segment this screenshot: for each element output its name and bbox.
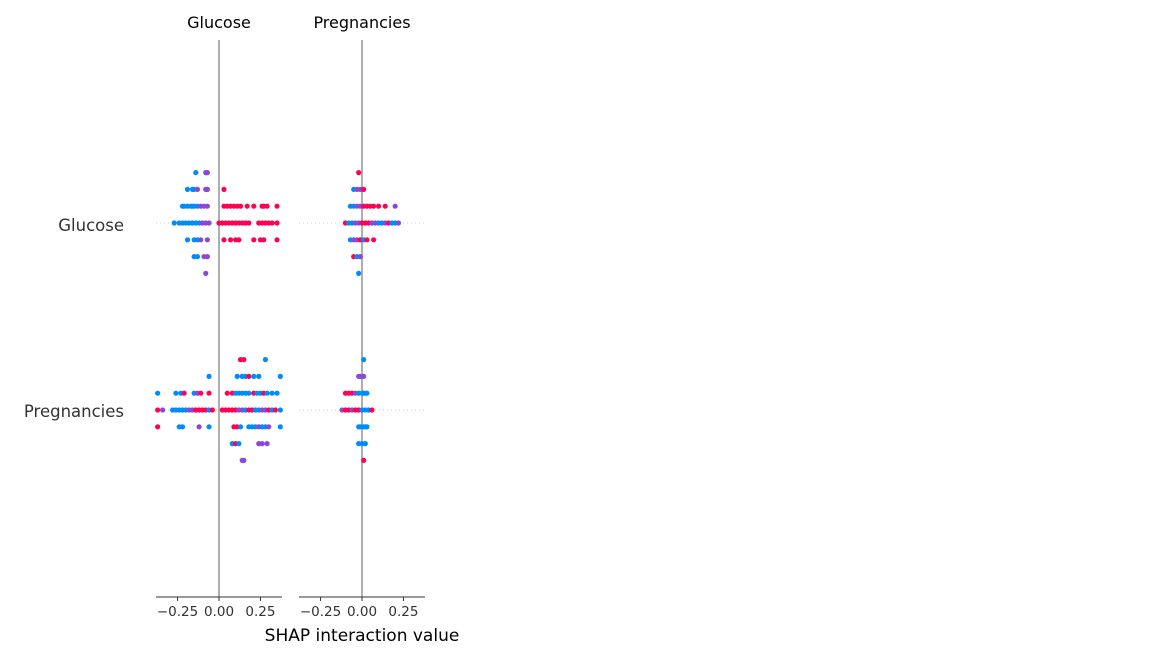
data-point	[236, 237, 242, 243]
data-point	[266, 424, 272, 430]
row-guide-lines	[156, 222, 425, 411]
data-point	[251, 203, 257, 209]
data-point	[234, 373, 240, 379]
data-point	[364, 237, 370, 243]
data-point	[264, 441, 270, 447]
data-point	[203, 270, 209, 276]
data-point	[184, 237, 191, 243]
data-point	[184, 186, 191, 192]
data-point	[173, 390, 179, 396]
data-point	[155, 424, 161, 430]
zero-reference-lines	[218, 40, 363, 597]
data-point	[364, 390, 370, 396]
scatter-points	[155, 170, 402, 463]
data-point	[221, 237, 227, 243]
data-point	[181, 390, 187, 396]
data-point	[155, 390, 161, 396]
data-point	[206, 220, 212, 226]
data-point	[204, 170, 210, 176]
x-tick-label: −0.25	[300, 604, 341, 620]
data-point	[196, 424, 202, 430]
data-point	[179, 424, 186, 430]
data-point	[204, 237, 210, 243]
data-point	[357, 254, 363, 260]
panel-title-pregnancies: Pregnancies	[313, 13, 410, 32]
x-tick-label: −0.25	[157, 604, 198, 620]
x-tick-label: 0.00	[347, 604, 377, 620]
data-point	[356, 270, 362, 276]
data-point	[155, 407, 161, 413]
data-point	[224, 390, 230, 396]
data-point	[236, 441, 242, 447]
data-point	[246, 390, 252, 396]
data-point	[204, 186, 210, 192]
data-point	[256, 373, 262, 379]
data-point	[269, 220, 275, 226]
data-point	[375, 203, 382, 209]
data-point	[382, 203, 388, 209]
data-point	[272, 407, 278, 413]
x-axes: −0.25 0.00 0.25 −0.25 0.00 0.25	[156, 596, 425, 620]
x-tick-label: 0.00	[204, 604, 234, 620]
data-point	[264, 203, 270, 209]
data-point	[261, 237, 267, 243]
data-point	[392, 203, 398, 209]
data-point	[274, 203, 280, 209]
data-point	[395, 220, 402, 226]
data-point	[206, 373, 212, 379]
data-point	[277, 407, 283, 413]
data-point	[361, 186, 367, 192]
data-point	[361, 373, 367, 379]
x-axis-title: SHAP interaction value	[265, 626, 460, 646]
data-point	[209, 407, 215, 413]
data-point	[277, 373, 283, 379]
data-point	[264, 390, 270, 396]
data-point	[251, 373, 257, 379]
data-point	[221, 186, 227, 192]
panel-title-glucose: Glucose	[187, 13, 251, 32]
data-point	[171, 220, 177, 226]
row-label-pregnancies: Pregnancies	[24, 402, 124, 421]
data-point	[241, 357, 247, 363]
data-point	[241, 457, 247, 463]
data-point	[206, 424, 212, 430]
data-point	[198, 237, 204, 243]
data-point	[269, 390, 275, 396]
data-point	[274, 237, 280, 243]
data-point	[206, 390, 212, 396]
data-point	[228, 237, 234, 243]
data-point	[198, 390, 204, 396]
data-point	[356, 170, 362, 176]
data-point	[194, 186, 201, 192]
x-tick-label: 0.25	[388, 604, 418, 620]
data-point	[204, 254, 210, 260]
data-point	[274, 390, 280, 396]
x-tick-label: 0.25	[245, 604, 275, 620]
row-label-glucose: Glucose	[58, 216, 124, 235]
data-point	[244, 203, 250, 209]
data-point	[237, 424, 244, 430]
data-point	[361, 357, 367, 363]
data-point	[364, 424, 370, 430]
data-point	[246, 373, 252, 379]
data-point	[251, 237, 257, 243]
data-point	[160, 407, 166, 413]
data-point	[362, 441, 368, 447]
data-point	[194, 254, 201, 260]
data-point	[246, 220, 252, 226]
data-point	[204, 203, 210, 209]
data-point	[361, 457, 367, 463]
data-point	[369, 407, 375, 413]
data-point	[193, 170, 199, 176]
data-point	[371, 237, 377, 243]
data-point	[277, 424, 283, 430]
data-point	[371, 203, 377, 209]
data-point	[237, 203, 244, 209]
data-point	[262, 357, 269, 363]
data-point	[259, 441, 265, 447]
data-point	[274, 220, 280, 226]
